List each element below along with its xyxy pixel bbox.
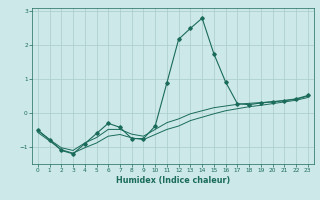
X-axis label: Humidex (Indice chaleur): Humidex (Indice chaleur) bbox=[116, 176, 230, 185]
